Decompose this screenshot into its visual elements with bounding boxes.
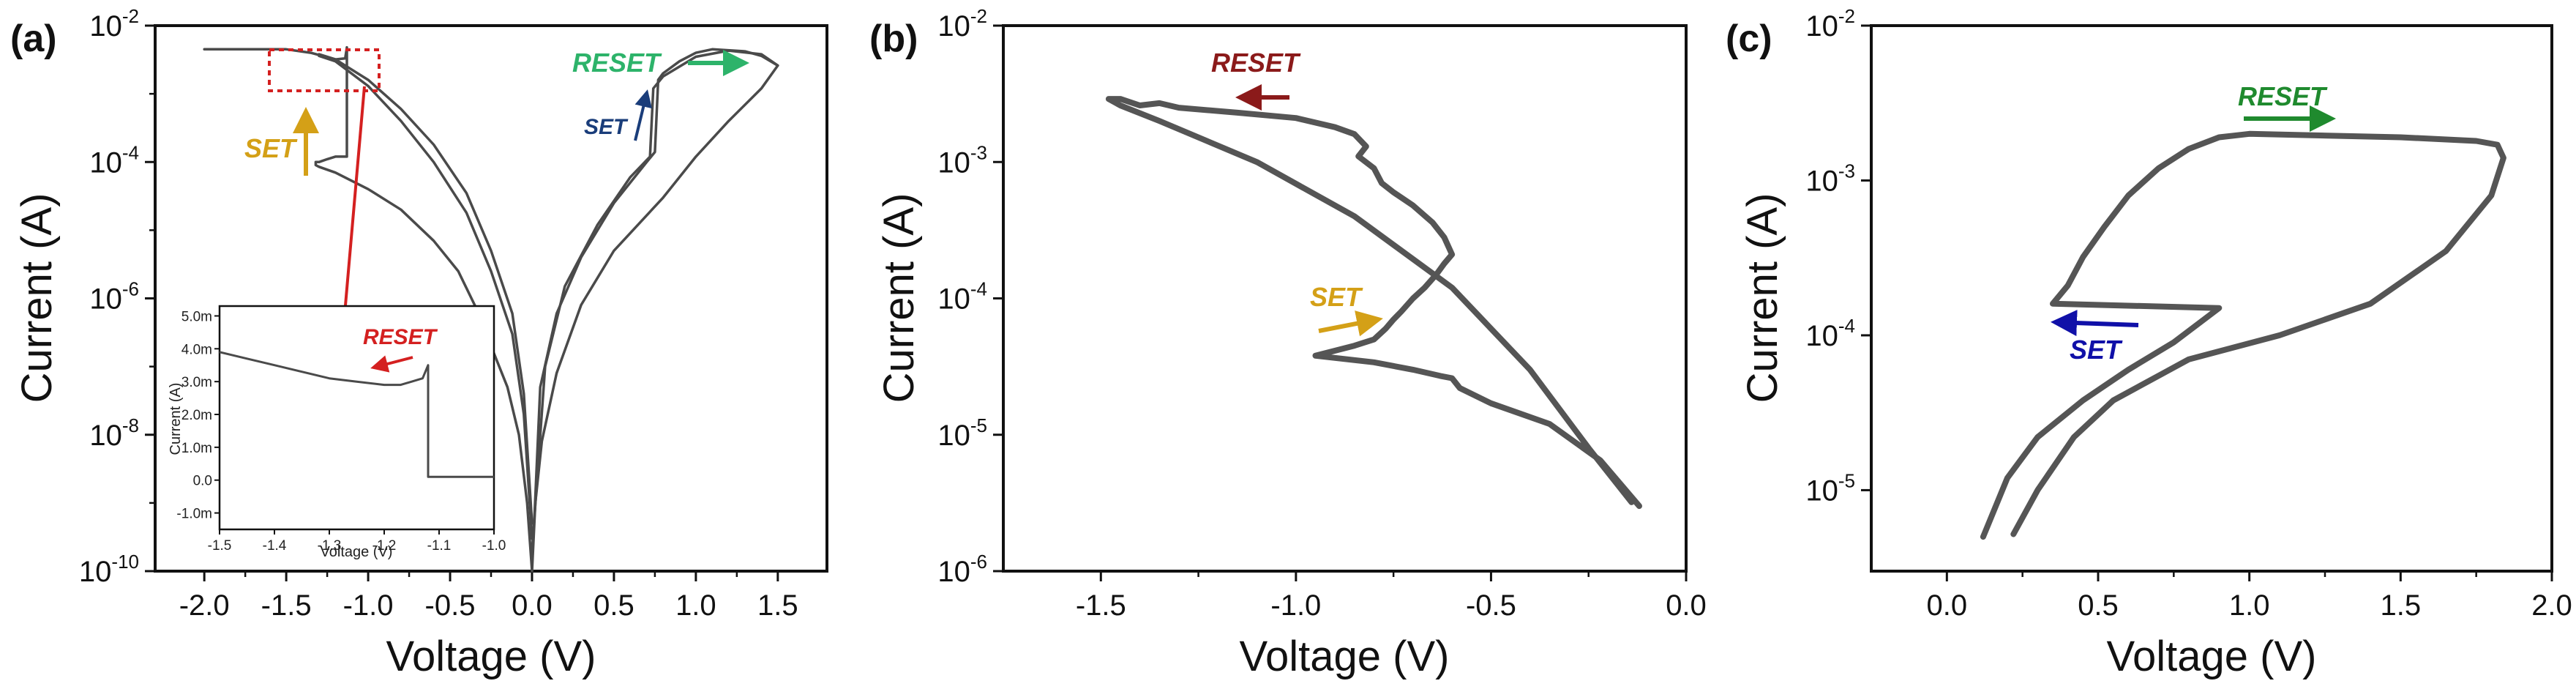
inset-y-tick-label: 1.0m — [181, 441, 212, 456]
inset-data-lines — [219, 351, 494, 478]
panel-label: (a) — [10, 18, 57, 60]
x-tick-label: -0.5 — [1466, 589, 1516, 622]
set-label: SET — [2070, 335, 2123, 365]
panel-label: (c) — [1726, 18, 1772, 60]
inset-reset-arrow — [370, 355, 413, 373]
data-lines — [1980, 130, 2506, 540]
y-tick-label: 10-10 — [79, 551, 139, 588]
inset-background — [177, 306, 494, 549]
set-arrow — [634, 89, 652, 141]
inset-x-tick-label: -1.5 — [208, 538, 232, 554]
y-axis-label: Current (A) — [875, 193, 923, 403]
y-tick-label: 10-2 — [937, 5, 987, 42]
reset-label: RESET — [572, 48, 662, 78]
y-tick-label: 10-6 — [937, 551, 987, 588]
reset-label: RESET — [1211, 48, 1301, 78]
set-label: SET — [244, 133, 298, 163]
y-tick-label: 10-2 — [89, 5, 139, 42]
inset-x-tick-label: -1.3 — [318, 538, 342, 554]
series-line-sweep — [1980, 130, 2506, 540]
x-tick-label: 0.0 — [1666, 589, 1707, 622]
panel-c: (c) 0.0 0.5 1.0 1.5 2.0 10-5 10-4 10-3 10-2 Volt… — [1726, 5, 2572, 680]
x-tick-label: 0.0 — [512, 589, 553, 622]
y-tick-label: 10-2 — [1805, 5, 1855, 42]
inset-frame — [218, 305, 495, 531]
series-line-sweep — [1105, 96, 1642, 510]
plot-frame — [1870, 24, 2553, 573]
y-tick-label: 10-8 — [89, 414, 139, 452]
series-line-sweep-4 — [531, 48, 779, 573]
y-tick-label: 10-3 — [1805, 160, 1855, 197]
x-tick-label: 1.0 — [2229, 589, 2270, 622]
x-axis-label: Voltage (V) — [2107, 633, 2317, 680]
series-line-sweep-3 — [318, 54, 533, 540]
y-axis-label: Current (A) — [13, 193, 61, 403]
y-tick-label: 10-5 — [937, 414, 987, 452]
set-label: SET — [584, 115, 629, 139]
inset-y-tick-label: 2.0m — [181, 408, 212, 423]
x-tick-label: 1.5 — [2381, 589, 2422, 622]
inset-y-tick-label: 0.0 — [193, 474, 212, 489]
series-line-sweep-2 — [318, 53, 533, 525]
inset-y-axis-label: Current (A) — [168, 383, 184, 455]
set-arrow — [2051, 310, 2139, 337]
zoom-region-box — [268, 48, 381, 92]
reset-label: RESET — [2238, 81, 2328, 111]
panel-label: (b) — [869, 18, 918, 60]
axes: 0.0 0.5 1.0 1.5 2.0 10-5 10-4 10-3 10-2 — [1805, 5, 2572, 622]
inset-y-tick-label: 3.0m — [181, 375, 212, 390]
inset-y-tick-label: 5.0m — [181, 309, 212, 324]
y-tick-label: 10-3 — [937, 141, 987, 179]
set-label: SET — [1310, 282, 1363, 312]
panel-b: (b) -1.5 -1.0 -0.5 0.010-610-510-410-310-2 … — [869, 5, 1707, 680]
y-tick-label: 10-4 — [89, 141, 139, 179]
x-tick-label: 2.0 — [2531, 589, 2572, 622]
x-tick-label: -0.5 — [425, 589, 476, 622]
x-tick-label: 1.0 — [675, 589, 716, 622]
x-tick-label: -1.5 — [261, 589, 312, 622]
inset-x-tick-label: -1.2 — [372, 538, 397, 554]
inset-axes: -1.5 -1.4 -1.3 -1.2 -1.1 -1.0 -1.0m 0.0 1.0m 2.0m… — [176, 309, 506, 554]
inset-x-tick-label: -1.0 — [482, 538, 506, 554]
x-tick-label: -2.0 — [179, 589, 230, 622]
x-tick-label: -1.0 — [343, 589, 394, 622]
inset-x-tick-label: -1.1 — [427, 538, 452, 554]
x-tick-label: -1.5 — [1076, 589, 1126, 622]
inset-x-tick-label: -1.4 — [263, 538, 287, 554]
inset: -1.5 -1.4 -1.3 -1.2 -1.1 -1.0 -1.0m 0.0 1.0m 2.0m… — [168, 305, 506, 560]
inset-y-tick-label: -1.0m — [176, 507, 212, 522]
x-tick-label: 0.5 — [594, 589, 634, 622]
inset-y-tick-label: 4.0m — [181, 342, 212, 357]
x-axis-label: Voltage (V) — [1240, 633, 1450, 680]
axes: -1.5 -1.0 -0.5 0.0 10-6 10-5 10-4 10-3 10-2 — [937, 5, 1706, 622]
inset-x-axis-label: Voltage (V) — [321, 544, 393, 560]
y-tick-label: 10-4 — [1805, 315, 1855, 352]
panel-a: (a) -2.0 -1.5 -1.0 -0.5 0.0 0.5 1.0 1.5 10-10 10-… — [10, 5, 828, 680]
x-tick-label: 0.5 — [2078, 589, 2119, 622]
axes: -2.0 -1.5 -1.0 -0.5 0.0 0.5 1.0 1.5 10-10 10-8 10-… — [79, 5, 798, 622]
data-lines — [1105, 96, 1642, 510]
x-tick-label: 0.0 — [1927, 589, 1968, 622]
set-arrow — [1318, 310, 1383, 337]
y-axis-label: Current (A) — [1739, 193, 1786, 403]
x-axis-label: Voltage (V) — [386, 633, 596, 680]
inset-series-line — [219, 351, 494, 478]
y-tick-label: 10-4 — [937, 278, 987, 316]
zoom-arrow — [336, 86, 366, 325]
y-tick-label: 10-6 — [89, 278, 139, 316]
y-tick-label: 10-5 — [1805, 469, 1855, 507]
x-tick-label: -1.0 — [1270, 589, 1321, 622]
inset-reset-label: RESET — [363, 325, 438, 349]
x-tick-label: 1.5 — [757, 589, 798, 622]
